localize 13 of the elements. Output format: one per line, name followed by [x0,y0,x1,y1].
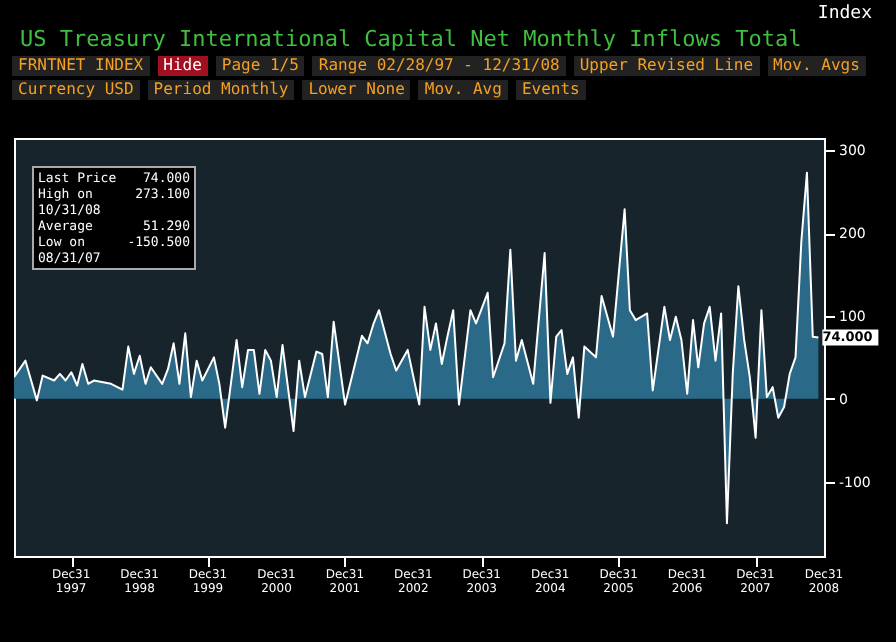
text: Upper Revised Line [573,56,760,76]
chart-title: US Treasury International Capital Net Monthly Inflows Total [20,26,802,52]
text: Period Monthly [147,80,295,100]
text: Mov. Avgs [767,56,866,76]
text: Page 1/5 [215,56,305,76]
text: FRNTNET INDEX [12,56,150,76]
text: Index [817,4,872,24]
text: Hide [157,56,208,76]
text: Events [515,80,586,100]
text: Lower None [302,80,411,100]
text: Range 02/28/97 - 12/31/08 [312,56,566,76]
text: Currency USD [12,80,140,100]
text: Mov. Avg [418,80,508,100]
